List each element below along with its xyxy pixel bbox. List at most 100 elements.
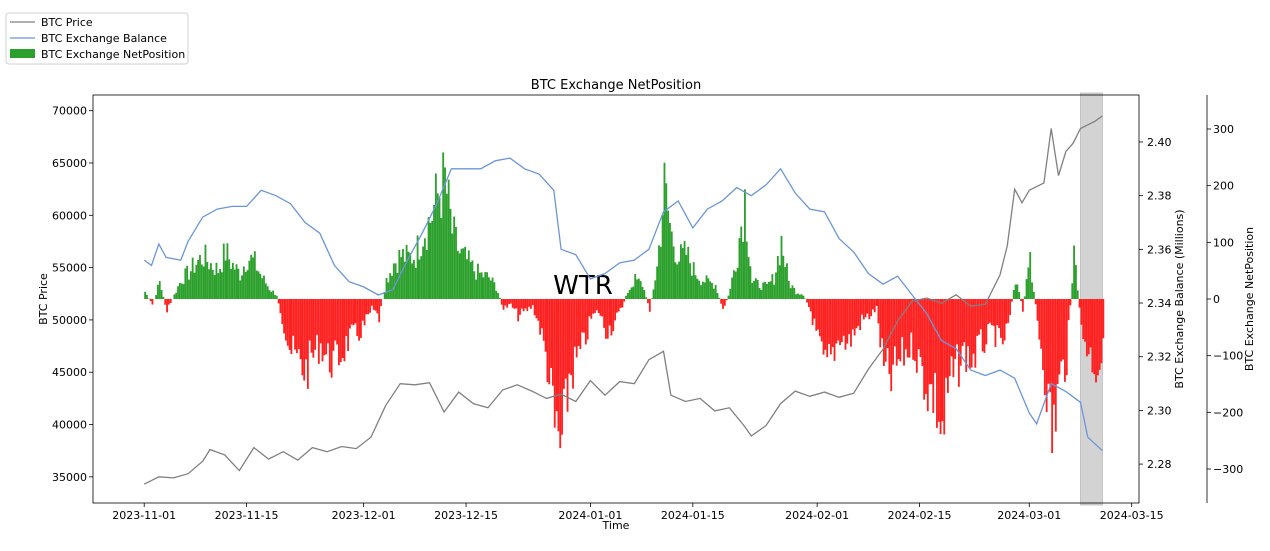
netposition-bar [175, 293, 177, 299]
netposition-bar [162, 297, 164, 299]
netposition-bar [689, 263, 691, 299]
netposition-bar [347, 299, 349, 351]
netposition-bar [952, 299, 954, 377]
netposition-bar [272, 291, 274, 299]
netposition-bar [938, 299, 940, 422]
netposition-bar [1018, 292, 1020, 299]
netposition-bar [817, 299, 819, 330]
netposition-bar [590, 299, 592, 319]
netposition-bar [589, 299, 591, 316]
netposition-bar [797, 294, 799, 299]
y-tick-label: 70000 [52, 105, 87, 118]
netposition-bar [998, 299, 1000, 328]
netposition-bar [291, 299, 293, 354]
netposition-bar [1091, 299, 1093, 372]
netposition-bar [314, 299, 316, 350]
netposition-bar [318, 299, 320, 364]
netposition-bar [530, 299, 532, 309]
netposition-bar [905, 299, 907, 349]
netposition-bar [265, 283, 267, 299]
netposition-bar [912, 299, 914, 360]
netposition-bar [483, 277, 485, 299]
netposition-bar [1099, 299, 1101, 370]
netposition-bar [439, 198, 441, 299]
netposition-bar [865, 299, 867, 317]
netposition-bar [334, 299, 336, 341]
netposition-bar [654, 280, 656, 299]
netposition-bar [557, 299, 559, 431]
netposition-bar [554, 299, 556, 428]
netposition-bar [879, 299, 881, 347]
netposition-bar [1033, 292, 1035, 299]
netposition-bar [687, 247, 689, 299]
netposition-bar [464, 247, 466, 299]
netposition-bar [247, 270, 249, 299]
netposition-bar [795, 294, 797, 299]
netposition-bar [843, 299, 845, 336]
netposition-bar [1022, 299, 1024, 312]
netposition-bar [656, 266, 658, 299]
netposition-bar [506, 299, 508, 308]
netposition-bar [526, 299, 528, 311]
netposition-bar [543, 299, 545, 341]
netposition-bar [995, 299, 997, 347]
netposition-bar [872, 299, 874, 309]
chart-title: BTC Exchange NetPosition [531, 78, 701, 93]
netposition-bar [751, 283, 753, 299]
netposition-bar [252, 257, 254, 299]
netposition-bar [678, 262, 680, 299]
netposition-bar [899, 299, 901, 361]
netposition-bar [437, 193, 439, 299]
netposition-bar [329, 299, 331, 372]
y-tick-label: 55000 [52, 262, 87, 275]
netposition-bar [168, 299, 170, 305]
netposition-bar [300, 299, 302, 359]
netposition-bar [338, 299, 340, 365]
netposition-tick-label: 0 [1213, 293, 1220, 306]
y-axis-right-label: BTC Exchange Balance (Millions) [1173, 209, 1186, 388]
netposition-bar [190, 271, 192, 299]
netposition-bar [283, 299, 285, 333]
netposition-tick-label: −100 [1213, 350, 1243, 363]
netposition-bar [951, 299, 953, 356]
netposition-bar [623, 299, 625, 302]
netposition-bar [466, 259, 468, 299]
netposition-bar [360, 299, 362, 338]
netposition-bar [568, 299, 570, 374]
netposition-bar [1015, 285, 1017, 299]
netposition-bar [1027, 267, 1029, 299]
netposition-bar [216, 263, 218, 299]
netposition-bar [1004, 299, 1006, 341]
netposition-bar [660, 247, 662, 299]
netposition-bar [386, 278, 388, 299]
netposition-bar [1024, 296, 1026, 299]
netposition-bar [695, 275, 697, 299]
netposition-bar [424, 238, 426, 299]
balance-tick-label: 2.38 [1147, 190, 1172, 203]
netposition-bar [340, 299, 342, 362]
netposition-bar [956, 299, 958, 344]
x-tick-label: 2023-12-15 [434, 509, 498, 522]
netposition-bar [450, 209, 452, 299]
netposition-bar [371, 299, 373, 306]
netposition-bar [572, 299, 574, 389]
netposition-bar [673, 246, 675, 299]
netposition-bar [263, 276, 265, 299]
balance-tick-label: 2.40 [1147, 136, 1172, 149]
netposition-bar [150, 299, 152, 301]
netposition-bar [417, 235, 419, 299]
netposition-bar [323, 299, 325, 355]
netposition-bar [239, 280, 241, 299]
netposition-bar [627, 293, 629, 299]
netposition-bar [146, 295, 148, 299]
netposition-bar [715, 285, 717, 299]
netposition-bar [181, 283, 183, 299]
netposition-bar [285, 299, 287, 341]
netposition-bar [1040, 299, 1042, 349]
netposition-bar [859, 299, 861, 330]
netposition-bar [614, 299, 616, 320]
netposition-bar [440, 218, 442, 299]
netposition-bar [852, 299, 854, 329]
netposition-bar [1016, 285, 1018, 299]
balance-tick-label: 2.30 [1147, 404, 1172, 417]
